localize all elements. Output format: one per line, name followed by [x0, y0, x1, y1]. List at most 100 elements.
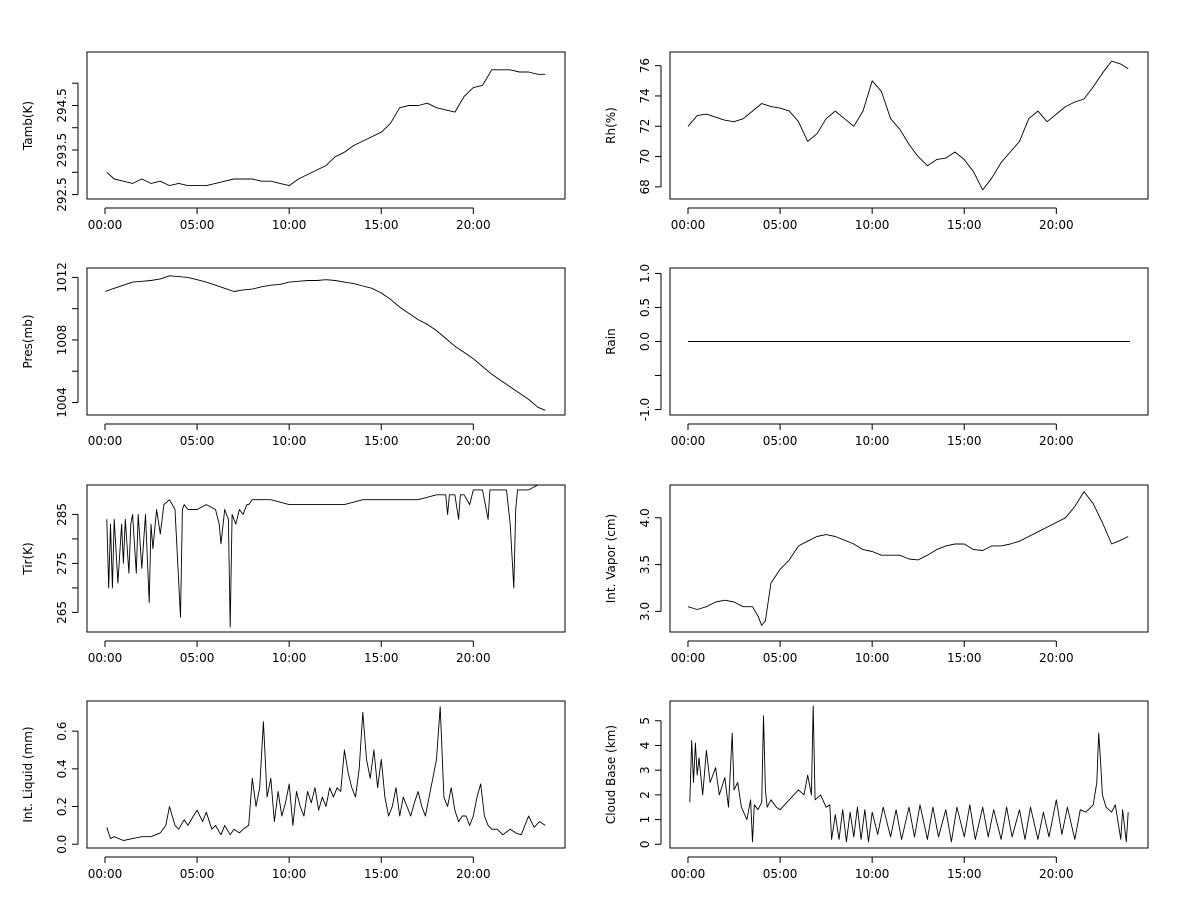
chart-4-x-tick-label: 05:00: [180, 651, 215, 665]
chart-2-y-tick-label: 1012: [55, 262, 69, 293]
chart-6-x-tick-label: 00:00: [88, 867, 123, 881]
chart-5-x-tick-label: 00:00: [671, 651, 706, 665]
chart-1-series-line-rh: [687, 60, 1129, 191]
chart-7-y-tick-label: 0: [638, 840, 652, 848]
chart-5-plot-frame: [669, 484, 1149, 633]
chart-4-ylabel-tir-k: Tir(K): [21, 542, 35, 575]
chart-3-y-tick-label: 0.0: [638, 332, 652, 351]
chart-2-plot-frame: [86, 267, 566, 416]
chart-1-x-tick-label: 10:00: [855, 218, 890, 232]
panel-tir: 00:00 05:00 10:00 15:00 20:00 265 275 285 Tir(K): [21, 484, 566, 665]
chart-5-x-tick-label: 15:00: [947, 651, 982, 665]
chart-2-ylabel-pres-mb: Pres(mb): [21, 315, 35, 369]
chart-4-x-tick-label: 15:00: [364, 651, 399, 665]
panel-tamb: 00:00 05:00 10:00 15:00 20:00 292.5 293.5 294.5…: [21, 51, 566, 232]
chart-6-series-line-int-liquid-mm: [106, 706, 546, 841]
chart-4-x-tick-label: 20:00: [456, 651, 491, 665]
chart-2-x-tick-label: 15:00: [364, 434, 399, 448]
chart-1-x-tick-label: 00:00: [671, 218, 706, 232]
chart-2-x-tick-label: 10:00: [272, 434, 307, 448]
chart-5-x-tick-label: 20:00: [1039, 651, 1074, 665]
chart-0-x-tick-label: 00:00: [88, 218, 123, 232]
chart-7-y-tick-label: 4: [638, 742, 652, 750]
chart-3-x-tick-label: 15:00: [947, 434, 982, 448]
chart-4-x-tick-label: 10:00: [272, 651, 307, 665]
chart-4-y-tick-label: 285: [55, 503, 69, 526]
chart-4-plot-frame: [86, 484, 566, 633]
chart-0-plot-frame: [86, 51, 566, 200]
chart-3-ylabel-rain: Rain: [604, 328, 618, 354]
chart-0-y-tick-label: 293.5: [55, 133, 69, 167]
chart-6-y-tick-label: 0.2: [55, 797, 69, 816]
chart-5-x-tick-label: 05:00: [763, 651, 798, 665]
chart-0-x-tick-label: 20:00: [456, 218, 491, 232]
chart-4-series-line-tir-k: [106, 484, 546, 628]
chart-7-plot-frame: [669, 700, 1149, 849]
chart-1-x-tick-label: 15:00: [947, 218, 982, 232]
chart-0-x-tick-label: 10:00: [272, 218, 307, 232]
chart-0-x-tick-label: 05:00: [180, 218, 215, 232]
chart-7-x-tick-label: 05:00: [763, 867, 798, 881]
chart-3-x-tick-label: 00:00: [671, 434, 706, 448]
chart-3-y-tick-label: -1.0: [638, 398, 652, 421]
chart-6-y-tick-label: 0.4: [55, 759, 69, 778]
panel-int-vapor: 00:00 05:00 10:00 15:00 20:00 3.0 3.5 4.0 Int. V…: [604, 484, 1149, 665]
chart-3-plot-frame: [669, 267, 1149, 416]
chart-5-ylabel-int-vapor-cm: Int. Vapor (cm): [604, 514, 618, 603]
chart-7-x-tick-label: 20:00: [1039, 867, 1074, 881]
chart-7-y-tick-label: 3: [638, 766, 652, 774]
chart-1-y-tick-label: 68: [638, 179, 652, 194]
chart-1-y-tick-label: 70: [638, 149, 652, 164]
chart-2-y-tick-label: 1008: [55, 325, 69, 356]
chart-6-y-tick-label: 0.0: [55, 835, 69, 854]
chart-2-y-tick-label: 1004: [55, 387, 69, 418]
chart-3-x-tick-label: 10:00: [855, 434, 890, 448]
chart-1-plot-frame: [669, 51, 1149, 200]
chart-3-y-tick-label: 1.0: [638, 264, 652, 283]
chart-1-ylabel-rh: Rh(%): [604, 107, 618, 144]
chart-7-x-tick-label: 15:00: [947, 867, 982, 881]
panel-int-liquid: 00:00 05:00 10:00 15:00 20:00 0.0 0.2 0.4 0.6 Int…: [21, 700, 566, 881]
chart-4-y-tick-label: 265: [55, 601, 69, 624]
chart-7-y-tick-label: 1: [638, 816, 652, 824]
chart-0-ylabel-tamb-k: Tamb(K): [21, 101, 35, 151]
chart-2-x-tick-label: 20:00: [456, 434, 491, 448]
chart-1-x-tick-label: 20:00: [1039, 218, 1074, 232]
chart-4-x-tick-label: 00:00: [88, 651, 123, 665]
chart-2-series-line-pres-mb: [104, 275, 546, 411]
chart-3-x-tick-label: 05:00: [763, 434, 798, 448]
chart-0-y-tick-label: 292.5: [55, 177, 69, 211]
chart-5-series-line-int-vapor-cm: [687, 491, 1129, 626]
chart-5-y-tick-label: 3.0: [638, 602, 652, 621]
chart-7-x-tick-label: 00:00: [671, 867, 706, 881]
chart-1-y-tick-label: 74: [638, 88, 652, 103]
chart-6-x-tick-label: 05:00: [180, 867, 215, 881]
chart-6-x-tick-label: 20:00: [456, 867, 491, 881]
chart-2-x-tick-label: 05:00: [180, 434, 215, 448]
chart-1-y-tick-label: 76: [638, 58, 652, 73]
chart-4-y-tick-label: 275: [55, 552, 69, 575]
chart-1-x-tick-label: 05:00: [763, 218, 798, 232]
panel-pres: 00:00 05:00 10:00 15:00 20:00 1004 1008 1012 Pre…: [21, 262, 566, 448]
chart-5-x-tick-label: 10:00: [855, 651, 890, 665]
chart-0-series-line-tamb-k: [106, 69, 546, 187]
panel-rain: 00:00 05:00 10:00 15:00 20:00 -1.0 0.0 0.5 1.0 Ra…: [604, 264, 1149, 448]
chart-7-ylabel-cloud-base-km: Cloud Base (km): [604, 725, 618, 824]
chart-5-y-tick-label: 3.5: [638, 555, 652, 574]
chart-7-y-tick-label: 2: [638, 791, 652, 799]
chart-6-x-tick-label: 10:00: [272, 867, 307, 881]
chart-7-x-tick-label: 10:00: [855, 867, 890, 881]
chart-6-y-tick-label: 0.6: [55, 722, 69, 741]
chart-2-x-tick-label: 00:00: [88, 434, 123, 448]
chart-6-plot-frame: [86, 700, 566, 849]
chart-7-y-tick-label: 5: [638, 717, 652, 725]
chart-0-x-tick-label: 15:00: [364, 218, 399, 232]
panel-cloud-base: 00:00 05:00 10:00 15:00 20:00 0 1 2 3 4 5 Cloud Bas…: [604, 700, 1149, 881]
chart-3-y-tick-label: 0.5: [638, 298, 652, 317]
chart-7-series-line-cloud-base-km: [689, 705, 1129, 843]
chart-3-x-tick-label: 20:00: [1039, 434, 1074, 448]
chart-1-y-tick-label: 72: [638, 119, 652, 134]
chart-6-x-tick-label: 15:00: [364, 867, 399, 881]
chart-0-y-tick-label: 294.5: [55, 88, 69, 122]
